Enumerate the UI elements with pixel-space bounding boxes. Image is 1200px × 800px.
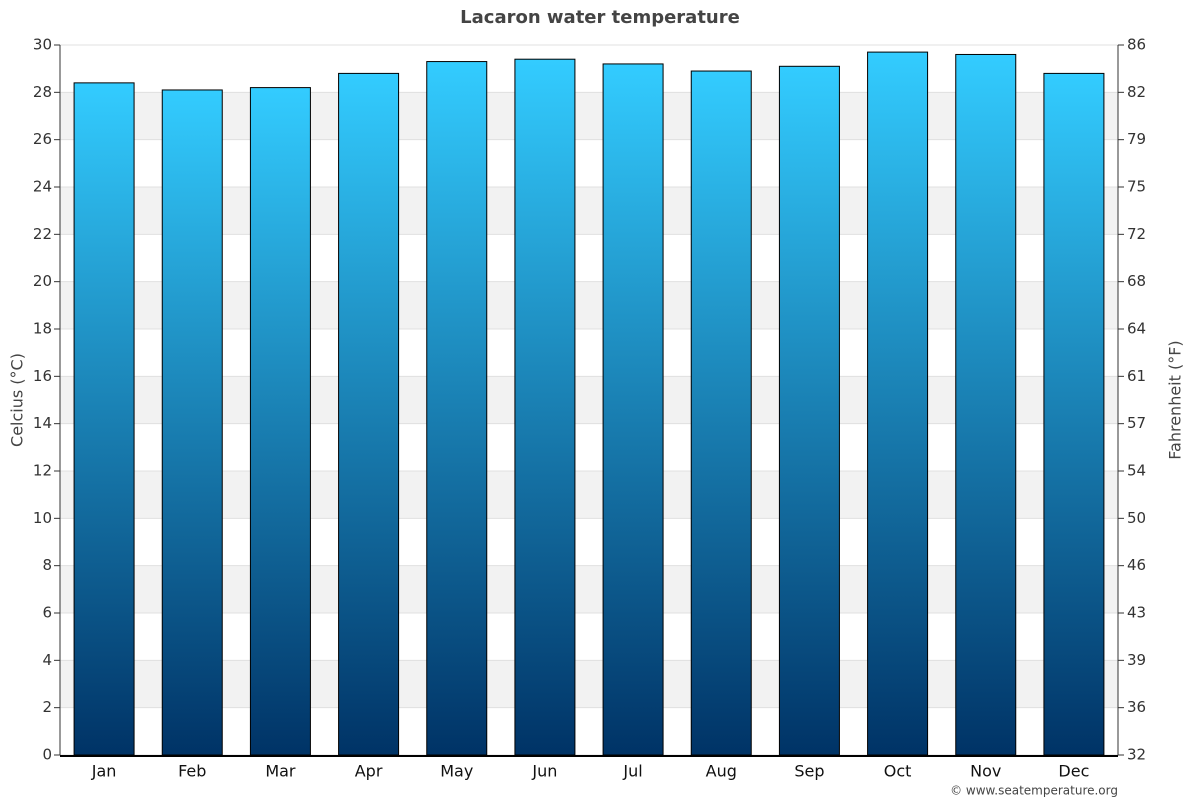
- y-axis-title: Celcius (°C): [8, 353, 27, 447]
- y2-tick-label: 82: [1127, 83, 1146, 101]
- y2-tick-label: 64: [1127, 320, 1146, 338]
- x-tick-label: Sep: [794, 762, 824, 781]
- x-tick-label: May: [440, 762, 473, 781]
- grid-band: [60, 281, 1118, 329]
- bar: [514, 58, 576, 756]
- x-tick-label: Feb: [178, 762, 206, 781]
- x-tick-label: Mar: [265, 762, 296, 781]
- x-tick-label: Jul: [622, 762, 642, 781]
- bar: [778, 65, 840, 756]
- y-tick-label: 14: [33, 414, 52, 432]
- y-tick-label: 0: [42, 746, 52, 764]
- y-tick-label: 2: [42, 698, 52, 716]
- y-tick-label: 6: [42, 604, 52, 622]
- x-tick-label: Aug: [706, 762, 737, 781]
- grid-band: [60, 376, 1118, 424]
- y-tick-label: 30: [33, 36, 52, 54]
- y2-tick-label: 86: [1127, 36, 1146, 54]
- x-tick-label: Jan: [91, 762, 117, 781]
- y2-tick-label: 72: [1127, 225, 1146, 243]
- source: © www.seatemperature.org: [950, 784, 1118, 798]
- bar: [161, 89, 223, 756]
- y2-tick-label: 61: [1127, 367, 1146, 385]
- y-tick-label: 24: [33, 178, 52, 196]
- y-tick-label: 12: [33, 462, 52, 480]
- y-tick-label: 22: [33, 225, 52, 243]
- y2-tick-label: 79: [1127, 130, 1146, 148]
- x-tick-label: Jun: [531, 762, 557, 781]
- bar: [249, 87, 311, 756]
- x-tick-label: Oct: [884, 762, 912, 781]
- grid-band: [60, 565, 1118, 613]
- y2-tick-label: 46: [1127, 556, 1146, 574]
- y2-tick-label: 68: [1127, 272, 1146, 290]
- bar: [867, 51, 929, 756]
- y2-tick-label: 39: [1127, 651, 1146, 669]
- y-tick-label: 4: [42, 651, 52, 669]
- y-tick-label: 28: [33, 83, 52, 101]
- y2-tick-label: 43: [1127, 604, 1146, 622]
- bar: [73, 82, 135, 756]
- chart-title: Lacaron water temperature: [460, 7, 740, 28]
- bar: [1043, 72, 1105, 756]
- y2-axis-title: Fahrenheit (°F): [1166, 340, 1185, 459]
- x-tick-label: Apr: [355, 762, 383, 781]
- y-tick-label: 10: [33, 509, 52, 527]
- y-tick-label: 16: [33, 367, 52, 385]
- bar: [338, 72, 400, 756]
- y2-tick-label: 36: [1127, 698, 1146, 716]
- y-tick-label: 8: [42, 556, 52, 574]
- x-tick-label: Nov: [970, 762, 1001, 781]
- grid-band: [60, 92, 1118, 140]
- x-tick-label: Dec: [1058, 762, 1089, 781]
- y2-tick-label: 57: [1127, 414, 1146, 432]
- y-tick-label: 20: [33, 272, 52, 290]
- bar: [602, 63, 664, 756]
- y2-tick-label: 32: [1127, 746, 1146, 764]
- grid-band: [60, 471, 1118, 519]
- y2-tick-label: 50: [1127, 509, 1146, 527]
- y-tick-label: 18: [33, 320, 52, 338]
- y2-tick-label: 75: [1127, 178, 1146, 196]
- bar: [955, 53, 1017, 756]
- y-tick-label: 26: [33, 130, 52, 148]
- bar: [426, 61, 488, 756]
- grid-band: [60, 660, 1118, 708]
- grid-band: [60, 187, 1118, 235]
- y2-tick-label: 54: [1127, 462, 1146, 480]
- bar: [690, 70, 752, 756]
